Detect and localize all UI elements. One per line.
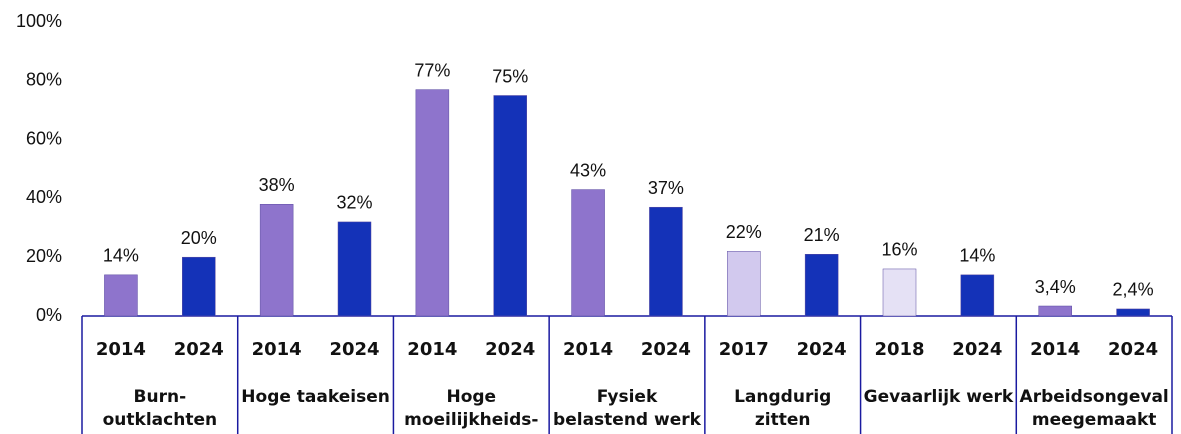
bar: [1038, 305, 1072, 317]
value-label: 32%: [336, 193, 372, 213]
group-label: Gevaarlijk werk: [864, 387, 1014, 407]
value-label: 38%: [259, 175, 295, 195]
x-tick-label: 2024: [485, 339, 535, 360]
bar: [182, 256, 216, 317]
bar: [960, 274, 995, 317]
y-tick-label: 20%: [26, 246, 62, 266]
value-label: 22%: [726, 222, 762, 242]
x-tick-label: 2014: [252, 339, 302, 360]
value-label: 21%: [804, 225, 840, 245]
x-tick-label: 2024: [641, 339, 691, 360]
bar: [727, 251, 761, 317]
group-label: Fysiek: [597, 387, 658, 407]
value-label: 20%: [181, 228, 217, 248]
value-label: 77%: [414, 60, 450, 80]
x-tick-label: 2024: [329, 339, 379, 360]
x-tick-label: 2018: [874, 339, 924, 360]
value-label: 37%: [648, 178, 684, 198]
group-label: meegemaakt: [1032, 410, 1157, 430]
group-label: outklachten: [103, 410, 217, 430]
x-tick-label: 2017: [719, 339, 769, 360]
bar: [493, 95, 527, 317]
bar: [415, 89, 450, 317]
bar: [259, 204, 294, 317]
value-label: 43%: [570, 160, 606, 180]
group-label: Hoge: [446, 387, 496, 407]
value-label: 3,4%: [1035, 277, 1076, 297]
x-tick-label: 2024: [174, 339, 224, 360]
bar: [337, 221, 372, 317]
group-label: Arbeidsongeval: [1020, 387, 1169, 407]
bar: [882, 268, 917, 317]
group-label: zitten: [755, 410, 811, 430]
x-tick-label: 2014: [563, 339, 613, 360]
bar: [571, 189, 605, 317]
x-tick-label: 2024: [797, 339, 847, 360]
group-label: belastend werk: [553, 410, 702, 430]
group-label: Hoge taakeisen: [241, 387, 390, 407]
value-label: 2,4%: [1113, 280, 1154, 300]
y-tick-label: 0%: [36, 305, 62, 325]
y-tick-label: 80%: [26, 70, 62, 90]
x-tick-label: 2014: [96, 339, 146, 360]
bar: [1116, 308, 1150, 317]
y-tick-label: 40%: [26, 187, 62, 207]
value-label: 75%: [492, 66, 528, 86]
value-label: 14%: [103, 246, 139, 266]
y-tick-label: 60%: [26, 128, 62, 148]
x-tick-label: 2014: [1030, 339, 1080, 360]
bar: [804, 254, 839, 317]
bar: [104, 274, 138, 317]
group-label: moeilijkheids-: [404, 410, 538, 430]
group-label: Burn-: [134, 387, 187, 407]
y-tick-label: 100%: [16, 11, 62, 31]
x-tick-label: 2024: [952, 339, 1002, 360]
bar: [649, 206, 683, 317]
group-label: Langdurig: [734, 387, 831, 407]
value-label: 14%: [959, 246, 995, 266]
x-tick-label: 2024: [1108, 339, 1158, 360]
x-tick-label: 2014: [407, 339, 457, 360]
value-label: 16%: [881, 240, 917, 260]
